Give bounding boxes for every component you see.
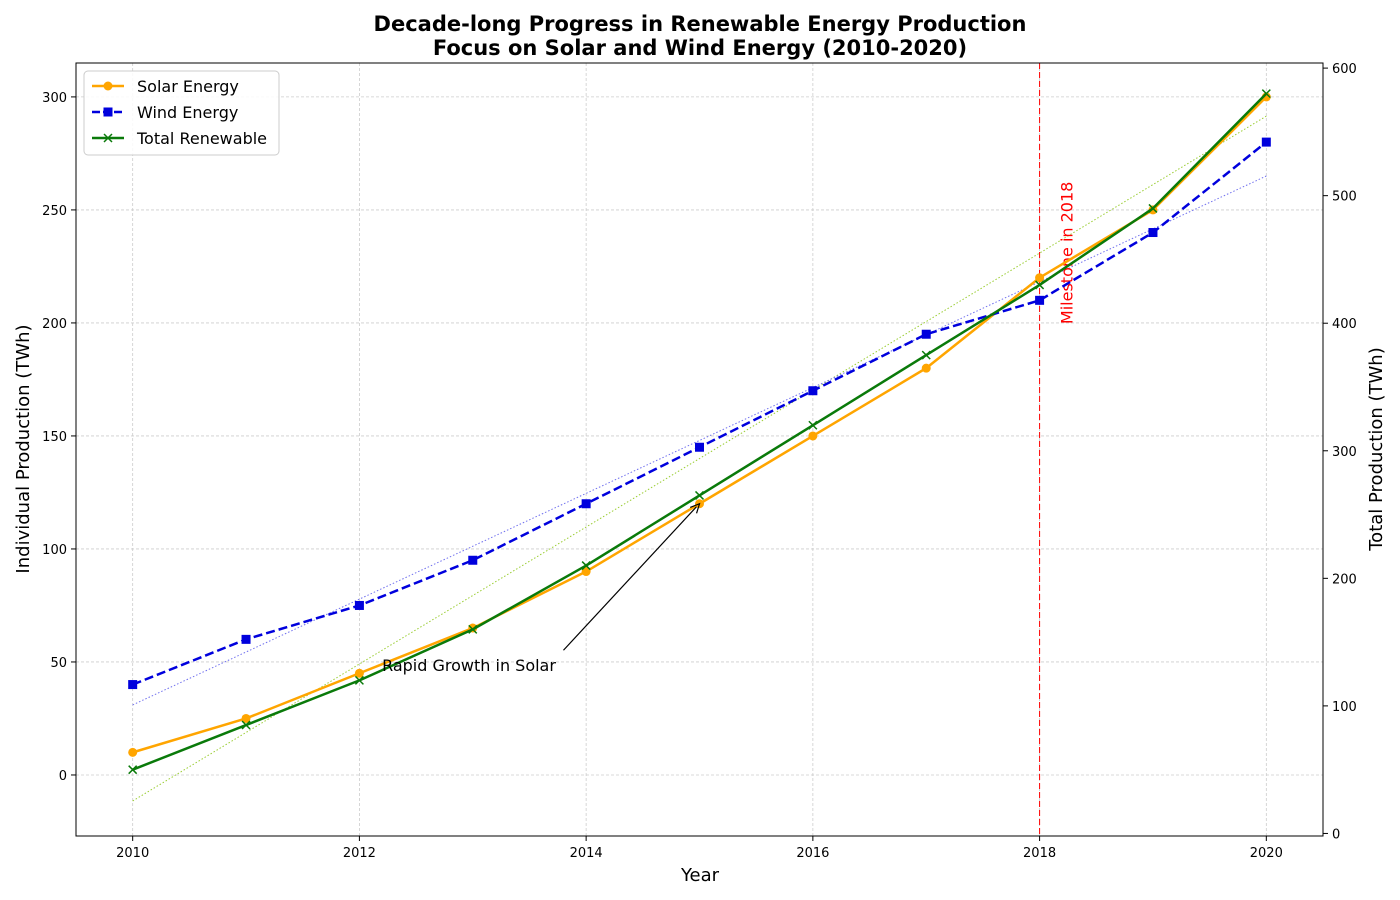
data-point xyxy=(695,442,704,452)
series-line xyxy=(132,141,1268,686)
y-right-tick-label: 300 xyxy=(1332,445,1357,460)
grid xyxy=(76,63,1323,836)
data-point xyxy=(1035,295,1045,305)
legend: Solar Energy Wind Energy Total Renewable xyxy=(83,70,280,156)
x-tick-label: 2012 xyxy=(343,846,376,861)
data-point xyxy=(1261,89,1271,99)
x-axis-label: Year xyxy=(680,865,720,886)
data-point xyxy=(808,386,818,396)
milestone-marker: Milestone in 2018 xyxy=(1039,63,1077,836)
legend-item: Wind Energy xyxy=(92,103,238,122)
y-left-tick-label: 250 xyxy=(42,204,67,219)
x-tick-label: 2016 xyxy=(796,846,829,861)
data-point xyxy=(808,431,818,441)
series-line xyxy=(132,96,1268,754)
data-point xyxy=(354,668,364,678)
y-left-tick-label: 50 xyxy=(50,656,67,671)
data-point xyxy=(354,600,364,610)
data-point xyxy=(468,555,478,565)
series-lines xyxy=(128,89,1271,775)
series-wind-energy xyxy=(128,137,1271,690)
x-tick-label: 2014 xyxy=(570,846,603,861)
y-left-tick-label: 300 xyxy=(42,91,67,106)
y-right-tick-label: 200 xyxy=(1332,572,1357,587)
chart-title: Decade-long Progress in Renewable Energy… xyxy=(374,12,1027,36)
y-right-tick-label: 600 xyxy=(1332,62,1357,77)
legend-label: Total Renewable xyxy=(136,129,267,148)
data-point xyxy=(921,350,931,360)
data-point xyxy=(808,420,818,430)
series-total-renewable xyxy=(128,89,1271,775)
annotation-text: Rapid Growth in Solar xyxy=(382,656,556,675)
data-point xyxy=(921,329,931,339)
data-point xyxy=(581,567,591,577)
chart-subtitle: Focus on Solar and Wind Energy (2010-202… xyxy=(433,36,967,60)
y-left-tick-label: 100 xyxy=(42,543,67,558)
data-point xyxy=(1035,280,1045,290)
y-right-tick-label: 400 xyxy=(1332,317,1357,332)
series-line xyxy=(132,92,1268,771)
data-point xyxy=(241,720,251,730)
x-axis-ticks: 2010 2012 2014 2016 2018 2020 xyxy=(116,836,1283,861)
annotation-arrow xyxy=(563,506,697,651)
y-right-tick-label: 0 xyxy=(1332,827,1340,842)
y-left-tick-label: 150 xyxy=(42,430,67,445)
data-point xyxy=(354,675,364,685)
data-point xyxy=(103,133,113,143)
trend-line xyxy=(132,175,1267,706)
data-point xyxy=(103,81,113,91)
milestone-label: Milestone in 2018 xyxy=(1058,182,1077,324)
data-point xyxy=(241,713,251,723)
y-axis-right-label: Total Production (TWh) xyxy=(1366,347,1387,552)
data-point xyxy=(1148,203,1158,213)
data-point xyxy=(581,561,591,571)
x-tick-label: 2020 xyxy=(1250,846,1283,861)
y-axis-left-ticks: 0 50 100 150 200 250 300 xyxy=(42,91,76,784)
y-axis-right-ticks: 0 100 200 300 400 500 600 xyxy=(1323,62,1357,842)
data-point xyxy=(241,634,251,644)
x-tick-label: 2018 xyxy=(1023,846,1056,861)
data-point xyxy=(581,499,591,509)
y-axis-left-label: Individual Production (TWh) xyxy=(13,324,34,573)
data-point xyxy=(128,765,138,775)
y-right-tick-label: 500 xyxy=(1332,190,1357,205)
data-point xyxy=(128,747,138,757)
annotation-arrowhead xyxy=(689,502,701,514)
annotations: Rapid Growth in Solar xyxy=(382,502,701,675)
legend-box xyxy=(83,70,280,156)
data-point xyxy=(1035,273,1045,283)
data-point xyxy=(694,490,705,500)
plot-frame xyxy=(75,62,1324,837)
legend-label: Solar Energy xyxy=(137,77,239,96)
data-point xyxy=(1148,228,1158,238)
trend-lines xyxy=(132,115,1267,802)
y-left-tick-label: 200 xyxy=(42,317,67,332)
series-solar-energy xyxy=(128,92,1271,757)
y-left-tick-label: 0 xyxy=(59,769,67,784)
legend-item: Solar Energy xyxy=(92,77,239,96)
data-point xyxy=(468,624,478,634)
x-tick-label: 2010 xyxy=(116,846,149,861)
data-point xyxy=(921,363,931,373)
y-right-tick-label: 100 xyxy=(1332,700,1357,715)
data-point xyxy=(128,680,138,690)
trend-line xyxy=(132,115,1267,802)
data-point xyxy=(103,107,113,117)
legend-item: Total Renewable xyxy=(92,129,267,148)
data-point xyxy=(1261,137,1271,147)
legend-label: Wind Energy xyxy=(137,103,238,122)
